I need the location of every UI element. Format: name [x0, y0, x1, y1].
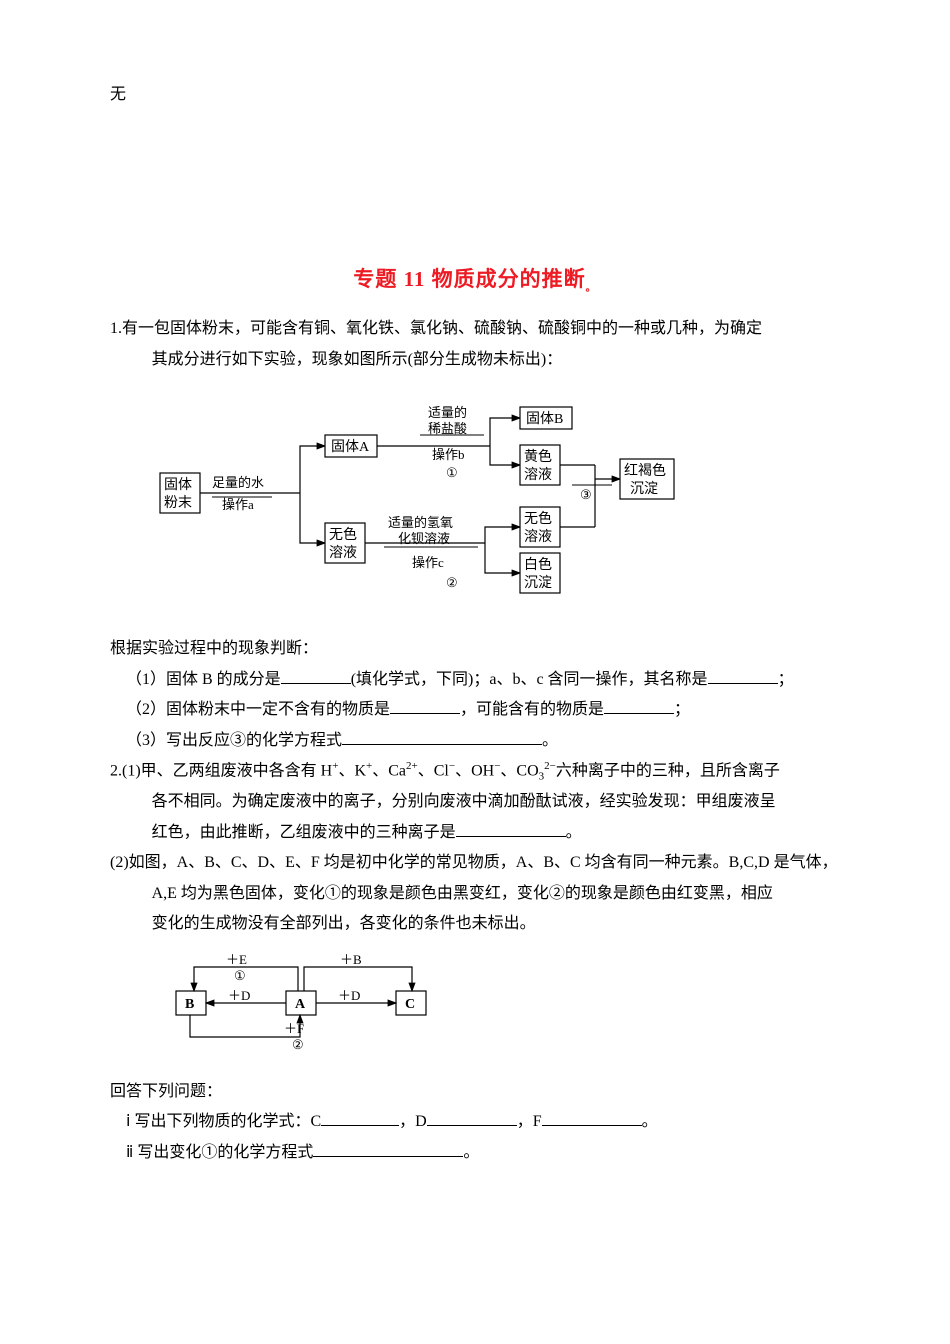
label-baoh1: 适量的氢氧 — [388, 515, 453, 530]
ion-Ca-charge: 2+ — [406, 760, 418, 772]
label-op-a: 操作a — [222, 497, 254, 512]
blank — [321, 1109, 399, 1126]
q1-p2-a: （2）固体粉末中一定不含有的物质是 — [126, 701, 390, 718]
label-circ3: ③ — [580, 487, 592, 502]
q1-stem-b: 其成分进行如下实验，现象如图所示(部分生成物未标出)： — [110, 345, 840, 375]
q2-p2-b: A,E 均为黑色固体，变化①的现象是颜色由黑变红，变化②的现象是颜色由红变黑，相… — [110, 879, 840, 909]
ion-CO3-sub: 3 — [539, 771, 545, 783]
q1-part1: （1）固体 B 的成分是 (填化学式，下同)；a、b、c 含同一操作，其名称是 ； — [110, 665, 840, 695]
label-baoh2: 化钡溶液 — [398, 531, 450, 546]
node-powder-l2: 粉末 — [164, 495, 192, 511]
label-hcl2: 稀盐酸 — [428, 421, 467, 436]
blank — [313, 1140, 463, 1157]
q2-p1-d: 、Cl — [418, 762, 449, 779]
blank — [542, 1109, 642, 1126]
label-op-b: 操作b — [432, 447, 465, 462]
q1-after-diagram: 根据实验过程中的现象判断： — [110, 634, 840, 664]
node-redbr-l1: 红褐色 — [624, 462, 666, 479]
label-plusB: ＋B — [340, 952, 362, 967]
q1-p1-a: （1）固体 B 的成分是 — [126, 671, 281, 688]
node-yellow-l2: 溶液 — [524, 467, 552, 483]
label-plusD-left: ＋D — [228, 988, 250, 1003]
q1-stem-a: 有一包固体粉末，可能含有铜、氧化铁、氯化钠、硫酸钠、硫酸铜中的一种或几种，为确定 — [122, 320, 762, 337]
node-powder-l1: 固体 — [164, 477, 192, 493]
label-op-c: 操作c — [412, 555, 444, 570]
q2-p1-g: 六种离子中的三种，且所含离子 — [556, 762, 780, 779]
top-char: 无 — [110, 80, 840, 110]
page-title: 专题 11 物质成分的推断。 — [110, 260, 840, 300]
q2-p1-f: 、CO — [500, 762, 538, 779]
node-clear-l1: 无色 — [329, 526, 357, 543]
label-circ2: ② — [446, 575, 458, 590]
question-2: 2.(1)甲、乙两组废液中各含有 H+、K+、Ca2+、Cl−、OH−、CO32… — [110, 756, 840, 848]
title-subscript: 。 — [586, 284, 597, 295]
q1-p3-a: （3）写出反应③的化学方程式 — [126, 732, 342, 749]
q2-pi-d: 。 — [642, 1113, 658, 1130]
q1-p1-b: (填化学式，下同)；a、b、c 含同一操作，其名称是 — [351, 671, 708, 688]
q2-diagram: B A C ＋E ① ＋D ＋B ＋D ＋F ② — [166, 951, 840, 1066]
q2-pii-b: 。 — [463, 1144, 479, 1161]
node-solidB: 固体B — [526, 411, 563, 427]
node-clear2-l1: 无色 — [524, 510, 552, 527]
q1-p2-b: ，可能含有的物质是 — [460, 701, 604, 718]
blank — [456, 820, 566, 837]
node-A: A — [295, 997, 306, 1012]
q2-p1-e: 、OH — [455, 762, 494, 779]
label-plusE: ＋E — [226, 952, 247, 967]
q1-p1-c: ； — [778, 671, 794, 688]
label-circled1: ① — [234, 968, 246, 983]
node-B: B — [185, 997, 194, 1012]
label-water: 足量的水 — [212, 475, 264, 490]
q1-part2: （2）固体粉末中一定不含有的物质是 ，可能含有的物质是 ； — [110, 695, 840, 725]
blank — [342, 728, 542, 745]
label-circled2: ② — [292, 1037, 304, 1052]
node-clear2-l2: 溶液 — [524, 529, 552, 545]
q2-pi: ⅰ 写出下列物质的化学式：C ，D ，F 。 — [110, 1107, 840, 1137]
node-white-l2: 沉淀 — [524, 575, 552, 591]
node-solidA: 固体A — [331, 439, 370, 455]
q2-pi-c: ，F — [517, 1113, 542, 1130]
blank — [708, 667, 778, 684]
q1-diagram: 固体 粉末 足量的水 操作a 固体A 无色 溶液 适量的 稀盐酸 操作b — [150, 395, 840, 616]
q2-pii: ⅱ 写出变化①的化学方程式 。 — [110, 1138, 840, 1168]
title-text: 专题 11 物质成分的推断 — [353, 267, 585, 291]
node-white-l1: 白色 — [524, 556, 552, 573]
q2-p1-line3b: 。 — [566, 824, 582, 841]
q2-p1-line3: 红色，由此推断，乙组废液中的三种离子是 。 — [110, 818, 840, 848]
q2-p1-b: 、K — [338, 762, 366, 779]
q1-p3-b: 。 — [542, 732, 558, 749]
label-plusD-right: ＋D — [338, 988, 360, 1003]
q1-number: 1. — [110, 320, 122, 337]
blank — [427, 1109, 517, 1126]
question-1: 1.有一包固体粉末，可能含有铜、氧化铁、氯化钠、硫酸钠、硫酸铜中的一种或几种，为… — [110, 314, 840, 375]
q2-number: 2. — [110, 762, 122, 779]
q2-p1-line2: 各不相同。为确定废液中的离子，分别向废液中滴加酚酞试液，经实验发现：甲组废液呈 — [110, 787, 840, 817]
q2-pi-a: ⅰ 写出下列物质的化学式：C — [126, 1113, 321, 1130]
q2-part2: (2)如图，A、B、C、D、E、F 均是初中化学的常见物质，A、B、C 均含有同… — [110, 848, 840, 939]
q2-pi-b: ，D — [399, 1113, 427, 1130]
node-yellow-l1: 黄色 — [524, 448, 552, 465]
blank — [281, 667, 351, 684]
q2-pii-a: ⅱ 写出变化①的化学方程式 — [126, 1144, 313, 1161]
q2-p2-a: (2)如图，A、B、C、D、E、F 均是初中化学的常见物质，A、B、C 均含有同… — [110, 854, 838, 871]
node-redbr-l2: 沉淀 — [630, 481, 658, 497]
q1-part3: （3）写出反应③的化学方程式 。 — [110, 726, 840, 756]
blank — [604, 697, 674, 714]
label-hcl1: 适量的 — [428, 405, 467, 420]
q2-p1-a: (1)甲、乙两组废液中各含有 H — [122, 762, 332, 779]
q2-p1-c: 、Ca — [372, 762, 406, 779]
node-clear-l2: 溶液 — [329, 545, 357, 561]
blank — [390, 697, 460, 714]
node-C: C — [405, 997, 415, 1012]
q2-p2-c: 变化的生成物没有全部列出，各变化的条件也未标出。 — [110, 909, 840, 939]
label-plusF: ＋F — [284, 1021, 304, 1036]
q2-answer-heading: 回答下列问题： — [110, 1077, 840, 1107]
ion-CO3-charge: 2− — [544, 760, 556, 772]
q2-p1-line3a: 红色，由此推断，乙组废液中的三种离子是 — [152, 824, 456, 841]
q1-p2-c: ； — [674, 701, 690, 718]
label-circ1: ① — [446, 465, 458, 480]
